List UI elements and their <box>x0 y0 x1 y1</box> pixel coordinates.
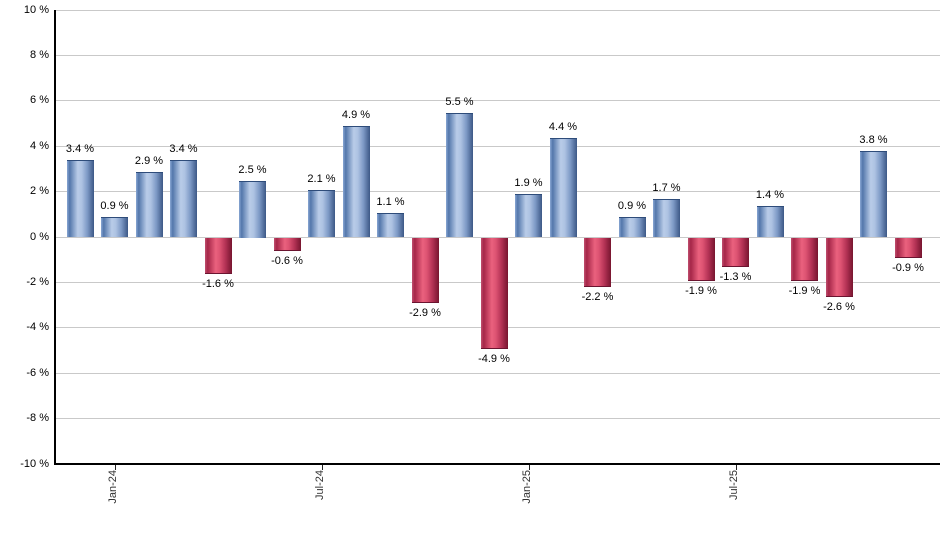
x-axis-tick-mark <box>735 465 737 470</box>
bar-value-label: -1.3 % <box>719 271 752 283</box>
bar-value-label: 4.9 % <box>341 109 371 122</box>
bar-value-label: 0.9 % <box>100 200 129 213</box>
bar-value-label: -0.6 % <box>271 255 303 268</box>
y-axis-tick-label: -10 % <box>20 458 49 470</box>
x-axis-tick-label: Jul-25 <box>727 470 740 500</box>
bar-value-label: -0.9 % <box>892 261 924 274</box>
bar <box>377 212 404 238</box>
bar-value-label: 0.9 % <box>617 200 647 213</box>
gridline <box>55 55 940 56</box>
bar <box>618 217 646 238</box>
bar <box>239 180 266 238</box>
bar <box>653 198 680 238</box>
x-axis-tick-label: Jul-24 <box>313 470 326 500</box>
bar <box>825 237 853 297</box>
y-axis-tick-label: -4 % <box>26 321 49 333</box>
y-axis-tick-label: 0 % <box>30 231 49 243</box>
x-axis-line <box>54 463 940 465</box>
bar-value-label: 3.4 % <box>169 143 198 156</box>
y-axis-tick-label: 6 % <box>30 94 49 106</box>
bar <box>66 160 94 238</box>
bar <box>722 237 749 267</box>
x-axis-tick-label: Jan-24 <box>106 470 119 504</box>
bar <box>170 160 197 238</box>
gridline <box>55 10 940 11</box>
bar <box>273 237 301 252</box>
y-axis-line <box>54 10 56 465</box>
bar-value-label: 2.9 % <box>134 154 164 167</box>
bar <box>584 237 611 288</box>
bar <box>101 217 128 238</box>
bar-value-label: -1.9 % <box>685 284 717 297</box>
bar-value-label: -2.6 % <box>823 300 855 313</box>
y-axis-tick-label: 2 % <box>30 185 49 197</box>
bar <box>411 237 439 304</box>
gridline <box>55 100 940 101</box>
y-axis-tick-label: -8 % <box>26 412 49 424</box>
bar <box>687 237 715 281</box>
bar <box>860 151 887 238</box>
bar-value-label: 5.5 % <box>445 95 474 108</box>
bar <box>480 237 508 349</box>
gridline <box>55 191 940 192</box>
y-axis-tick-label: 4 % <box>30 140 49 152</box>
y-axis-tick-label: -6 % <box>26 367 49 379</box>
bar <box>791 237 818 281</box>
x-axis-tick-mark <box>321 465 323 470</box>
bar-value-label: -1.6 % <box>202 277 234 290</box>
bar-value-label: 1.4 % <box>755 188 785 201</box>
bar <box>515 194 542 238</box>
bar <box>756 205 784 238</box>
x-axis-tick-mark <box>528 465 530 470</box>
bar-value-label: -2.2 % <box>581 291 614 304</box>
bar <box>308 189 335 238</box>
gridline <box>55 373 940 374</box>
bar <box>204 237 232 274</box>
bar <box>135 171 163 238</box>
bar <box>446 112 473 238</box>
y-axis-tick-label: 10 % <box>23 4 49 16</box>
bar-value-label: 4.4 % <box>548 120 578 133</box>
x-axis-tick-label: Jan-25 <box>520 470 533 504</box>
y-axis-tick-label: 8 % <box>30 49 49 61</box>
bar-value-label: 1.7 % <box>652 181 681 194</box>
bar-value-label: 2.1 % <box>307 172 336 185</box>
bar-value-label: -4.9 % <box>478 352 510 365</box>
bar <box>342 126 370 238</box>
bar-value-label: -1.9 % <box>788 284 821 297</box>
y-axis-tick-label: -2 % <box>26 276 49 288</box>
x-axis-tick-mark <box>114 465 116 470</box>
bar-value-label: -2.9 % <box>409 307 441 320</box>
bar-value-label: 3.8 % <box>859 134 888 147</box>
bar-value-label: 1.9 % <box>514 177 543 190</box>
bar <box>894 237 922 258</box>
bar-value-label: 1.1 % <box>376 195 405 208</box>
gridline <box>55 418 940 419</box>
bar <box>549 137 577 238</box>
bar-value-label: 2.5 % <box>238 163 267 176</box>
bar-value-label: 3.4 % <box>65 143 95 156</box>
gridline <box>55 146 940 147</box>
